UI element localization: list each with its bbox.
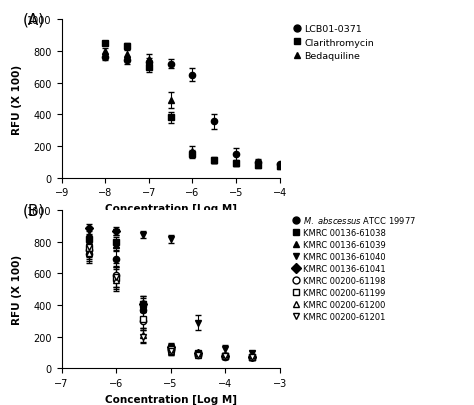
Legend: $\it{M.\ abscessus}$ ATCC 19977, KMRC 00136-61038, KMRC 00136-61039, KMRC 00136-: $\it{M.\ abscessus}$ ATCC 19977, KMRC 00… — [292, 215, 415, 321]
Legend: LCB01-0371, Clarithromycin, Bedaquiline: LCB01-0371, Clarithromycin, Bedaquiline — [293, 25, 374, 61]
X-axis label: Concentration [Log M]: Concentration [Log M] — [105, 394, 237, 404]
Text: (B): (B) — [22, 202, 45, 217]
X-axis label: Concentration [Log M]: Concentration [Log M] — [105, 203, 237, 214]
Text: (A): (A) — [22, 12, 45, 27]
Y-axis label: RFU (X 100): RFU (X 100) — [12, 64, 22, 134]
Y-axis label: RFU (X 100): RFU (X 100) — [12, 255, 22, 324]
